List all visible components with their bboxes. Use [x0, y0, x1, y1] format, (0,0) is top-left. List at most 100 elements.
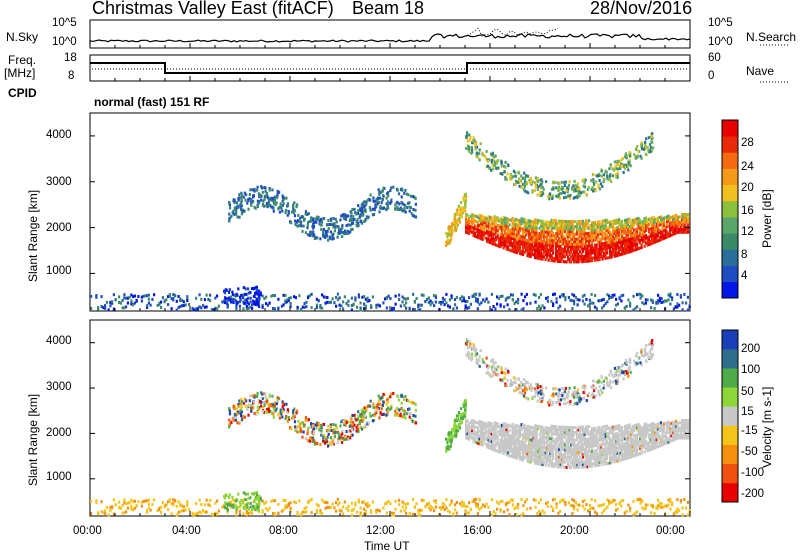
power-cell — [601, 227, 604, 231]
power-cell — [546, 240, 549, 244]
power-cell — [478, 229, 481, 232]
power-cb-tick-24: 24 — [741, 161, 754, 173]
power-cell — [573, 232, 576, 236]
velocity-cell — [300, 421, 304, 424]
power-cell — [627, 235, 630, 239]
power-cell — [610, 225, 613, 229]
power-cell — [643, 217, 646, 221]
power-cell — [513, 302, 516, 305]
velocity-cell — [486, 430, 489, 434]
power-cell — [319, 237, 322, 241]
power-cell — [549, 236, 552, 240]
power-cell — [618, 245, 621, 249]
power-cell — [228, 219, 231, 223]
power-cell — [624, 244, 627, 248]
power-cell — [564, 250, 567, 254]
velocity-cell — [135, 504, 138, 508]
power-cell — [440, 301, 443, 304]
power-cell — [543, 306, 546, 310]
velocity-cell — [250, 409, 253, 413]
power-cell — [558, 196, 561, 200]
velocity-cell — [495, 421, 498, 425]
velocity-cell — [492, 445, 495, 449]
power-cell — [586, 239, 589, 243]
velocity-cell — [405, 502, 408, 506]
velocity-cell — [449, 434, 452, 438]
power-cell — [565, 227, 568, 231]
velocity-cell — [299, 428, 302, 432]
power-cell — [555, 244, 558, 248]
velocity-cell — [504, 437, 507, 441]
power-cell — [333, 229, 336, 233]
velocity-cell — [456, 424, 459, 428]
power-cell — [672, 232, 675, 236]
power-cell — [644, 144, 647, 148]
velocity-cell — [256, 392, 259, 396]
power-cell — [501, 233, 504, 237]
velocity-cell — [513, 430, 516, 434]
power-cell — [624, 239, 627, 243]
velocity-cell — [217, 509, 220, 513]
power-cell — [553, 236, 556, 240]
power-cell — [547, 228, 550, 232]
power-cell — [646, 218, 649, 222]
velocity-cell — [257, 407, 260, 411]
power-cell — [455, 210, 458, 214]
velocity-cell — [296, 425, 299, 428]
power-cell — [600, 227, 603, 231]
power-cell — [462, 299, 465, 302]
velocity-cell — [264, 392, 267, 396]
power-cell — [583, 244, 586, 248]
power-cell — [579, 227, 582, 231]
power-cell — [567, 227, 570, 231]
power-cell — [507, 232, 510, 236]
power-cell — [493, 230, 496, 234]
power-cell — [514, 227, 517, 231]
power-cell — [130, 302, 133, 306]
velocity-cell — [238, 399, 241, 403]
velocity-cell — [502, 424, 505, 428]
velocity-cell — [358, 421, 361, 425]
velocity-cell — [265, 399, 268, 403]
power-cell — [537, 219, 540, 222]
power-cell — [554, 181, 557, 184]
power-cell — [410, 212, 413, 216]
velocity-cell — [270, 499, 273, 503]
power-cell — [661, 232, 664, 236]
power-cell — [458, 220, 462, 224]
power-cell — [324, 232, 328, 236]
power-cell — [487, 164, 490, 168]
power-cell — [612, 252, 615, 256]
power-cell — [511, 249, 514, 253]
velocity-cell — [674, 510, 677, 514]
velocity-cell — [471, 424, 474, 428]
power-cell — [322, 230, 325, 234]
power-cell — [604, 251, 607, 255]
power-cell — [600, 222, 603, 226]
power-cell — [451, 223, 454, 226]
power-cell — [598, 247, 601, 251]
power-cell — [287, 297, 290, 300]
velocity-cell — [501, 431, 504, 435]
power-cell — [464, 299, 467, 303]
power-cell — [609, 245, 612, 249]
power-cell — [363, 220, 366, 223]
power-cell — [289, 305, 292, 309]
velocity-cell — [519, 432, 522, 436]
power-cell — [417, 305, 420, 308]
power-cell — [240, 204, 243, 208]
power-cell — [284, 299, 287, 303]
power-cell — [253, 189, 256, 193]
power-cell — [678, 303, 681, 307]
velocity-cell — [299, 422, 302, 426]
power-cell — [528, 239, 531, 243]
velocity-cell — [223, 496, 227, 500]
velocity-cell — [398, 408, 401, 412]
velocity-cell — [292, 413, 295, 417]
power-cell — [455, 295, 458, 299]
velocity-cell — [326, 428, 329, 432]
velocity-cell — [347, 429, 350, 433]
power-cell — [330, 219, 333, 223]
power-cell — [353, 207, 356, 211]
power-cell — [307, 296, 310, 300]
